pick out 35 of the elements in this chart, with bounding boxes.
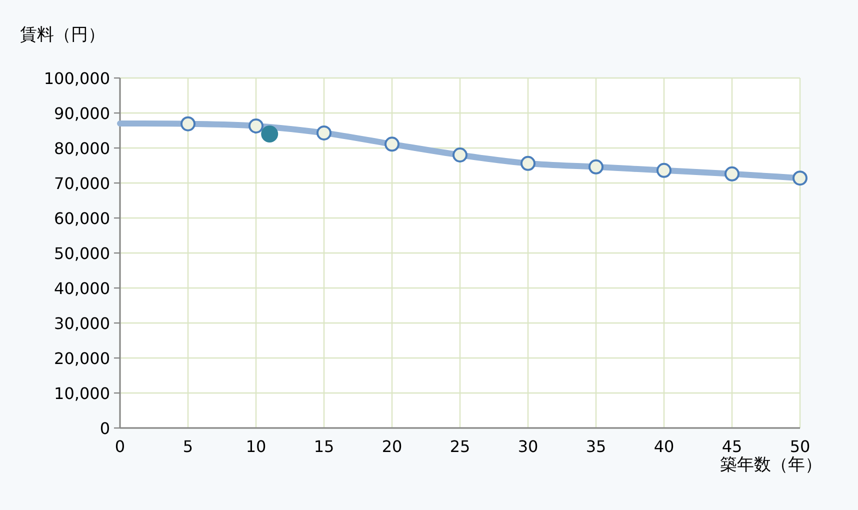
x-tick-label: 0 (114, 437, 126, 456)
x-tick-label: 10 (246, 437, 266, 456)
x-tick-label: 15 (314, 437, 334, 456)
point (316, 125, 332, 140)
x-axis-title: 築年数（年） (720, 455, 822, 475)
y-tick-label: 30,000 (54, 314, 110, 333)
y-axis-title: 賃料（円） (20, 25, 105, 45)
x-tick-label: 5 (182, 437, 194, 456)
x-tick-label: 40 (654, 437, 674, 456)
x-tick-label: 50 (790, 437, 810, 456)
y-tick-label: 90,000 (54, 104, 110, 123)
y-tick-label: 0 (100, 419, 110, 438)
y-tick-label: 100,000 (44, 69, 110, 88)
x-tick-label: 45 (722, 437, 742, 456)
point (261, 126, 278, 142)
y-tick-label: 10,000 (54, 384, 110, 403)
point (452, 148, 468, 162)
y-tick-label: 20,000 (54, 349, 110, 368)
point (180, 116, 196, 132)
point (248, 118, 264, 134)
point (724, 166, 740, 182)
point (588, 159, 604, 174)
point (520, 156, 536, 171)
point (792, 170, 808, 186)
y-tick-label: 80,000 (54, 139, 110, 158)
y-tick-label: 60,000 (54, 209, 110, 228)
x-tick-label: 30 (518, 437, 538, 456)
x-tick-label: 20 (382, 437, 402, 456)
x-tick-label: 25 (450, 437, 470, 456)
y-tick-label: 70,000 (54, 174, 110, 193)
x-tick-label: 35 (586, 437, 606, 456)
point (384, 136, 400, 152)
y-tick-label: 50,000 (54, 244, 110, 263)
y-tick-label: 40,000 (54, 279, 110, 298)
point (656, 162, 672, 178)
